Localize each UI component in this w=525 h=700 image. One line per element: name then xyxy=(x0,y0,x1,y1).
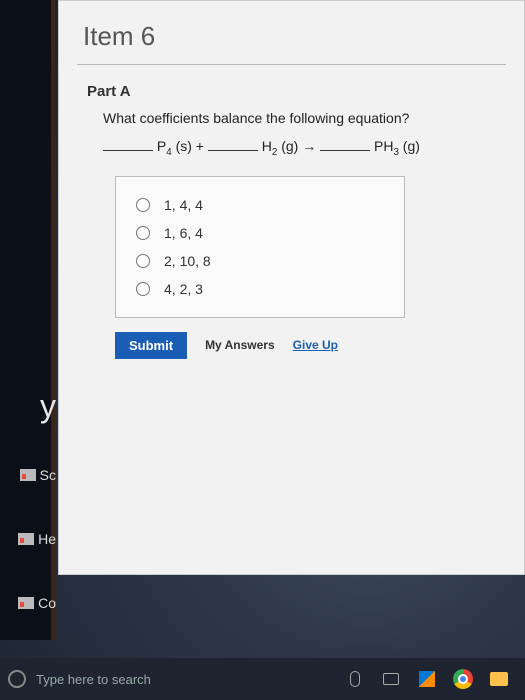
folder-icon[interactable] xyxy=(485,665,513,693)
sidebar-big-y: y xyxy=(0,380,60,433)
eq-p4: P xyxy=(157,138,166,154)
equation: P4 (s) + H2 (g) → PH3 (g) xyxy=(87,138,496,158)
sidebar-item-sc[interactable]: Sc xyxy=(0,463,60,487)
option-2[interactable]: 1, 6, 4 xyxy=(136,219,384,247)
sidebar-item-co[interactable]: Co xyxy=(0,591,60,615)
option-label: 4, 2, 3 xyxy=(164,281,203,297)
eq-h2: H xyxy=(262,138,272,154)
eq-ph3: PH xyxy=(374,138,393,154)
sidebar: y Sc He Co xyxy=(0,380,60,655)
mic-icon[interactable] xyxy=(341,665,369,693)
item-title: Item 6 xyxy=(59,1,524,64)
eq-p4-state: (s) + xyxy=(172,138,208,154)
part-a-section: Part A What coefficients balance the fol… xyxy=(59,65,524,377)
sidebar-item-label: Co xyxy=(38,595,56,611)
radio-2[interactable] xyxy=(136,226,150,240)
radio-1[interactable] xyxy=(136,198,150,212)
option-1[interactable]: 1, 4, 4 xyxy=(136,191,384,219)
chart-icon xyxy=(18,597,34,609)
cortana-icon[interactable] xyxy=(8,670,26,688)
chart-icon xyxy=(20,469,36,481)
option-label: 1, 4, 4 xyxy=(164,197,203,213)
question-window: Item 6 Part A What coefficients balance … xyxy=(58,0,525,575)
options-box: 1, 4, 4 1, 6, 4 2, 10, 8 4, 2, 3 xyxy=(115,176,405,318)
sidebar-item-label: Sc xyxy=(40,467,56,483)
submit-button[interactable]: Submit xyxy=(115,332,187,359)
my-answers-link[interactable]: My Answers xyxy=(205,338,275,352)
search-input[interactable]: Type here to search xyxy=(36,672,337,687)
give-up-link[interactable]: Give Up xyxy=(293,338,338,352)
eq-ph3-state: (g) xyxy=(399,138,420,154)
option-label: 2, 10, 8 xyxy=(164,253,211,269)
option-label: 1, 6, 4 xyxy=(164,225,203,241)
store-icon[interactable] xyxy=(413,665,441,693)
taskview-icon[interactable] xyxy=(377,665,405,693)
radio-3[interactable] xyxy=(136,254,150,268)
action-row: Submit My Answers Give Up xyxy=(87,328,496,359)
sidebar-item-label: He xyxy=(38,531,56,547)
radio-4[interactable] xyxy=(136,282,150,296)
option-3[interactable]: 2, 10, 8 xyxy=(136,247,384,275)
chrome-icon[interactable] xyxy=(449,665,477,693)
question-text: What coefficients balance the following … xyxy=(87,110,496,126)
blank-3 xyxy=(320,138,370,151)
taskbar: Type here to search xyxy=(0,658,525,700)
blank-2 xyxy=(208,138,258,151)
chart-icon xyxy=(18,533,34,545)
eq-h2-state: (g) → xyxy=(277,138,320,154)
part-label: Part A xyxy=(87,83,496,100)
blank-1 xyxy=(103,138,153,151)
sidebar-item-he[interactable]: He xyxy=(0,527,60,551)
option-4[interactable]: 4, 2, 3 xyxy=(136,275,384,303)
